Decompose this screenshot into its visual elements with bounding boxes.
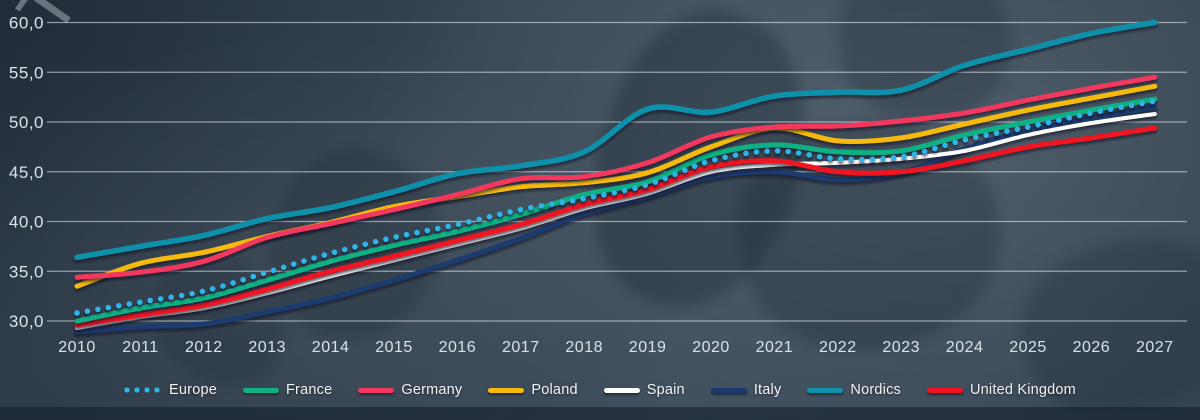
x-tick-label: 2010 — [58, 339, 96, 356]
legend-swatch-europe — [124, 387, 163, 393]
bottom-strip — [0, 407, 1200, 420]
legend-swatch-united-kingdom — [926, 387, 963, 393]
x-tick-label: 2027 — [1136, 339, 1174, 356]
y-tick-label: 45,0 — [9, 163, 44, 182]
series-line-germany — [74, 74, 1158, 280]
series-line-italy — [74, 104, 1158, 335]
legend-label: Spain — [646, 382, 685, 398]
legend-label: Germany — [401, 382, 463, 398]
x-tick-label: 2012 — [185, 339, 223, 356]
y-tick-label: 55,0 — [9, 63, 44, 82]
x-tick-label: 2022 — [819, 339, 857, 356]
x-tick-label: 2021 — [756, 339, 794, 356]
legend-swatch-spain — [603, 387, 640, 393]
x-tick-label: 2026 — [1073, 339, 1111, 356]
legend-label: United Kingdom — [969, 382, 1076, 398]
legend-swatch-italy — [710, 387, 747, 393]
x-tick-label: 2015 — [375, 339, 413, 356]
legend-item-france: France — [243, 382, 332, 398]
series-line-spain — [75, 112, 1157, 330]
legend-swatch-poland — [488, 387, 525, 393]
legend-item-united-kingdom: United Kingdom — [926, 382, 1076, 398]
chart-legend: Europe France Germany Poland Spain Italy Nordi… — [0, 378, 1200, 402]
series-line-united-kingdom — [74, 125, 1158, 328]
x-tick-label: 2014 — [312, 339, 350, 356]
x-tick-label: 2016 — [439, 339, 477, 356]
legend-item-spain: Spain — [603, 382, 685, 398]
legend-label: Italy — [753, 382, 782, 398]
legend-label: France — [286, 382, 333, 398]
y-tick-label: 60,0 — [9, 14, 44, 33]
x-tick-label: 2018 — [565, 339, 603, 356]
legend-swatch-france — [243, 387, 279, 393]
legend-swatch-germany — [358, 387, 395, 393]
y-tick-label: 30,0 — [9, 312, 44, 331]
legend-item-europe: Europe — [124, 382, 217, 398]
legend-item-nordics: Nordics — [807, 382, 901, 398]
series-line-france — [74, 96, 1158, 324]
x-tick-label: 2019 — [629, 339, 667, 356]
legend-label: Europe — [169, 382, 217, 398]
x-tick-label: 2013 — [248, 339, 286, 356]
series-line-europe — [74, 98, 1158, 316]
legend-swatch-nordics — [807, 387, 844, 393]
legend-item-poland: Poland — [488, 382, 578, 398]
legend-item-italy: Italy — [710, 382, 782, 398]
legend-label: Poland — [531, 382, 578, 398]
legend-item-germany: Germany — [358, 382, 462, 398]
y-tick-label: 40,0 — [9, 213, 44, 232]
series-line-nordics — [74, 19, 1158, 261]
x-tick-label: 2011 — [122, 339, 158, 356]
y-tick-label: 50,0 — [9, 113, 44, 132]
y-tick-label: 35,0 — [9, 262, 44, 281]
x-tick-label: 2025 — [1009, 339, 1047, 356]
x-tick-label: 2017 — [502, 339, 540, 356]
x-tick-label: 2023 — [882, 339, 920, 356]
x-tick-label: 2024 — [946, 339, 984, 356]
x-tick-label: 2020 — [692, 339, 730, 356]
legend-label: Nordics — [850, 382, 901, 398]
